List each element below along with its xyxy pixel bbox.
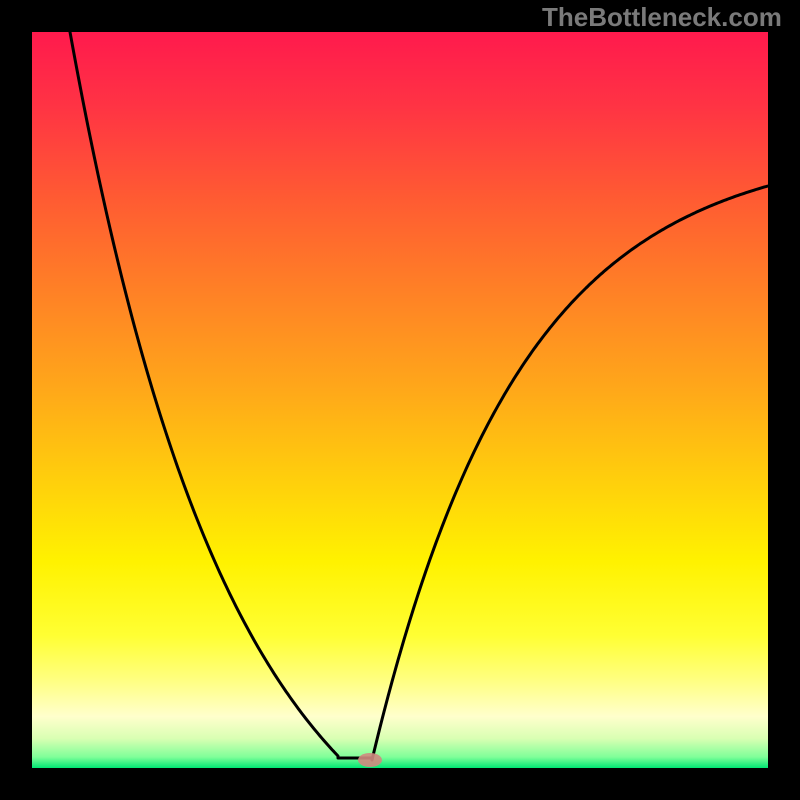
chart-stage — [0, 0, 800, 800]
frame-bottom — [0, 768, 800, 800]
frame-right — [768, 0, 800, 800]
frame-left — [0, 0, 32, 800]
optimum-marker — [358, 753, 382, 767]
watermark-text: TheBottleneck.com — [542, 2, 782, 33]
